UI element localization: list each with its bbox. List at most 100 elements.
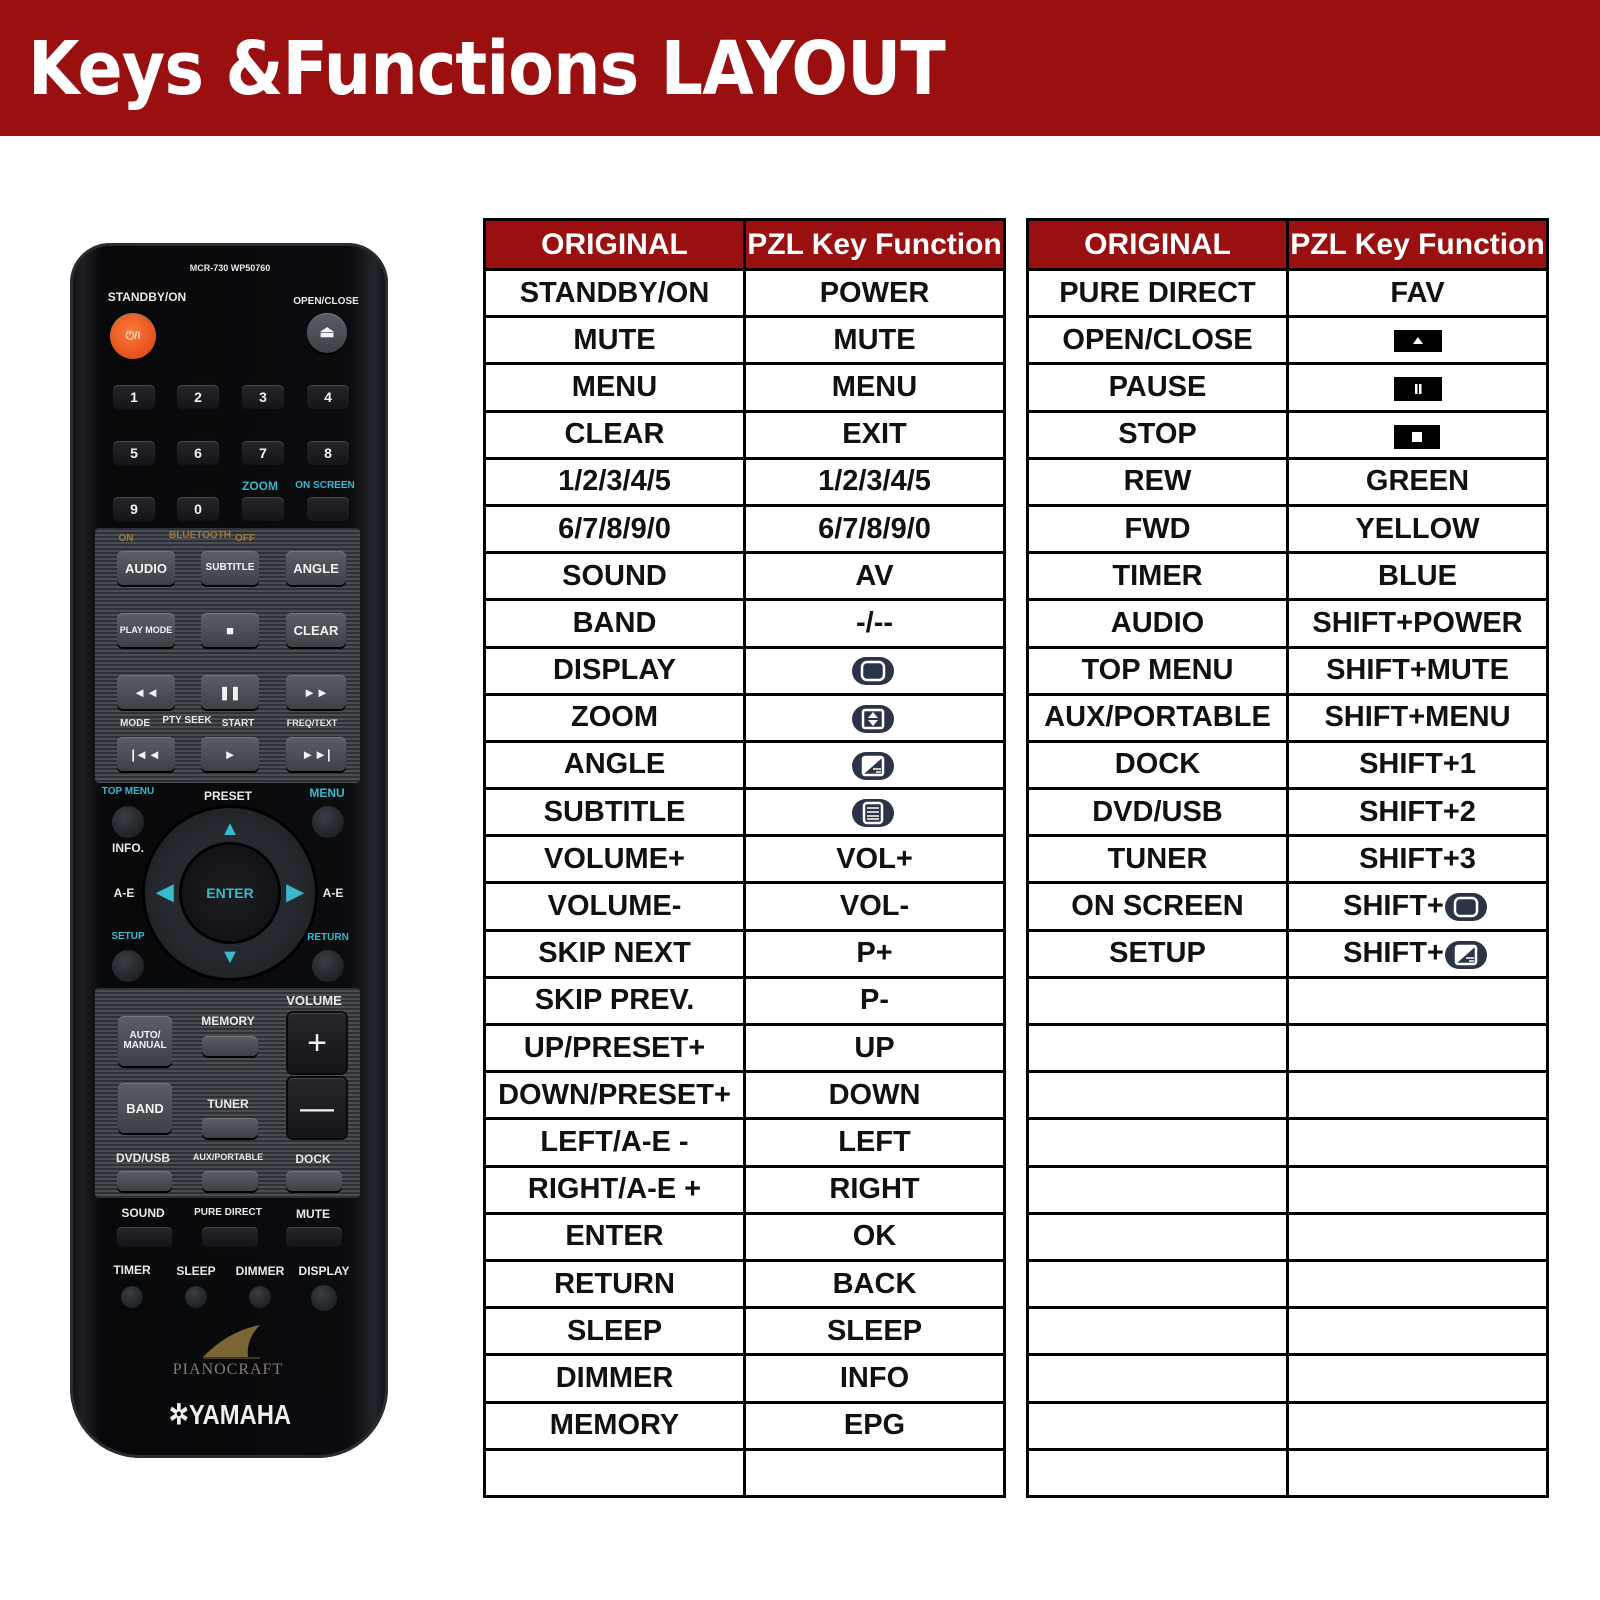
number-button[interactable]: 4 [307, 385, 349, 409]
table-row: DOCK SHIFT+1 [1026, 739, 1549, 791]
original-key-cell: AUX/PORTABLE [1026, 692, 1289, 743]
volume-up-button[interactable]: + [288, 1013, 346, 1073]
number-button[interactable]: 9 [113, 497, 155, 521]
setup-button[interactable] [112, 950, 144, 982]
skip-next-button[interactable]: ►►| [286, 737, 346, 771]
number-button[interactable]: 8 [307, 441, 349, 465]
dvd-usb-button[interactable] [117, 1171, 172, 1191]
function-text: SHIFT+ [1343, 890, 1444, 923]
zoom-icon [851, 704, 894, 733]
function-text: 6/7/8/9/0 [818, 512, 931, 545]
function-cell [1286, 1022, 1549, 1074]
audio-button[interactable]: AUDIO [117, 551, 175, 585]
original-key-cell [1026, 1164, 1289, 1215]
skip-prev-button[interactable]: |◄◄ [117, 737, 175, 771]
number-button[interactable]: 3 [242, 385, 284, 409]
original-key-cell: DOWN/PRESET+ [483, 1070, 746, 1121]
band-button[interactable]: BAND [118, 1083, 172, 1133]
volume-down-button[interactable]: — [288, 1078, 346, 1138]
display-button[interactable] [311, 1285, 337, 1311]
function-cell: SHIFT+MUTE [1286, 645, 1549, 696]
top-menu-button[interactable] [112, 806, 144, 838]
original-key-cell: SETUP [1026, 928, 1289, 979]
eject-icon [1393, 330, 1442, 353]
play-button[interactable]: ► [201, 737, 259, 771]
function-cell [1286, 315, 1549, 366]
up-arrow-button[interactable]: ▲ [220, 818, 240, 840]
table-row: VOLUME- VOL- [483, 881, 1006, 932]
function-text: 1/2/3/4/5 [818, 465, 931, 498]
table-row: STANDBY/ON POWER [483, 267, 1006, 319]
function-cell: VOL+ [743, 834, 1006, 885]
original-key-cell: PAUSE [1026, 362, 1289, 413]
table-row: ZOOM [483, 692, 1006, 743]
function-cell [1286, 1447, 1549, 1498]
number-button[interactable]: 5 [113, 441, 155, 465]
function-cell: SLEEP [743, 1306, 1006, 1357]
standby-label: STANDBY/ON [107, 290, 187, 304]
function-cell: YELLOW [1286, 503, 1549, 555]
rewind-button[interactable]: ◄◄ [117, 675, 175, 709]
table-row: UP/PRESET+ UP [483, 1022, 1006, 1074]
enter-button[interactable]: ENTER [182, 845, 278, 941]
number-button[interactable]: 1 [113, 385, 155, 409]
down-arrow-button[interactable]: ▼ [220, 946, 240, 968]
auto-manual-button[interactable]: AUTO/ MANUAL [118, 1016, 172, 1066]
tuner-button[interactable] [202, 1118, 258, 1138]
function-cell: DOWN [743, 1070, 1006, 1121]
eject-button[interactable]: ⏏ [307, 313, 347, 353]
sound-button[interactable] [117, 1227, 172, 1247]
volume-label: VOLUME [286, 993, 342, 1008]
mute-button[interactable] [286, 1227, 342, 1247]
function-cell [743, 787, 1006, 838]
function-cell [1286, 975, 1549, 1027]
function-text: EPG [843, 1409, 906, 1442]
dimmer-label: DIMMER [235, 1264, 285, 1278]
function-cell: SHIFT+2 [1286, 787, 1549, 838]
function-cell: SHIFT+ [1286, 928, 1549, 979]
number-button[interactable]: 7 [242, 441, 284, 465]
display-icon [851, 657, 894, 686]
table-row: DVD/USB SHIFT+2 [1026, 787, 1549, 838]
stop-button[interactable]: ■ [201, 613, 259, 647]
timer-button[interactable] [121, 1286, 143, 1308]
play-mode-button[interactable]: PLAY MODE [117, 613, 175, 647]
dimmer-button[interactable] [249, 1286, 271, 1308]
function-cell: INFO [743, 1353, 1006, 1404]
return-button[interactable] [312, 950, 344, 982]
table-row: BAND -/-- [483, 598, 1006, 649]
on-screen-button[interactable] [307, 497, 349, 521]
pure-direct-label: PURE DIRECT [194, 1207, 262, 1218]
function-text: YELLOW [1355, 512, 1480, 545]
clear-button[interactable]: CLEAR [286, 613, 346, 647]
left-arrow-button[interactable]: ◀ [156, 879, 174, 904]
power-button[interactable]: ⏻/I [110, 313, 156, 359]
number-button[interactable]: 6 [177, 441, 219, 465]
original-key-cell: LEFT/A-E - [483, 1117, 746, 1168]
sleep-label: SLEEP [176, 1264, 216, 1278]
menu-button[interactable] [312, 806, 344, 838]
right-arrow-button[interactable]: ▶ [286, 879, 304, 904]
function-cell [1286, 362, 1549, 413]
function-cell: 1/2/3/4/5 [743, 456, 1006, 507]
number-button[interactable]: 2 [177, 385, 219, 409]
original-key-cell: MEMORY [483, 1400, 746, 1451]
zoom-button[interactable] [242, 497, 284, 521]
function-cell: UP [743, 1022, 1006, 1074]
dock-button[interactable] [286, 1171, 342, 1191]
sleep-button[interactable] [185, 1286, 207, 1308]
column-header: PZL Key Function [743, 218, 1006, 271]
aux-portable-button[interactable] [202, 1171, 258, 1191]
pure-direct-button[interactable] [202, 1227, 258, 1247]
memory-button[interactable] [202, 1036, 258, 1056]
return-label: RETURN [307, 932, 349, 943]
subtitle-button[interactable]: SUBTITLE [201, 551, 259, 585]
number-button[interactable]: 0 [177, 497, 219, 521]
pause-button[interactable]: ❚❚ [201, 675, 259, 709]
original-key-cell [1026, 1353, 1289, 1404]
angle-button[interactable]: ANGLE [286, 551, 346, 585]
original-key-cell: SKIP PREV. [483, 975, 746, 1027]
freq-text-label: FREQ/TEXT [286, 718, 338, 728]
function-cell: EXIT [743, 409, 1006, 460]
fast-forward-button[interactable]: ►► [286, 675, 346, 709]
